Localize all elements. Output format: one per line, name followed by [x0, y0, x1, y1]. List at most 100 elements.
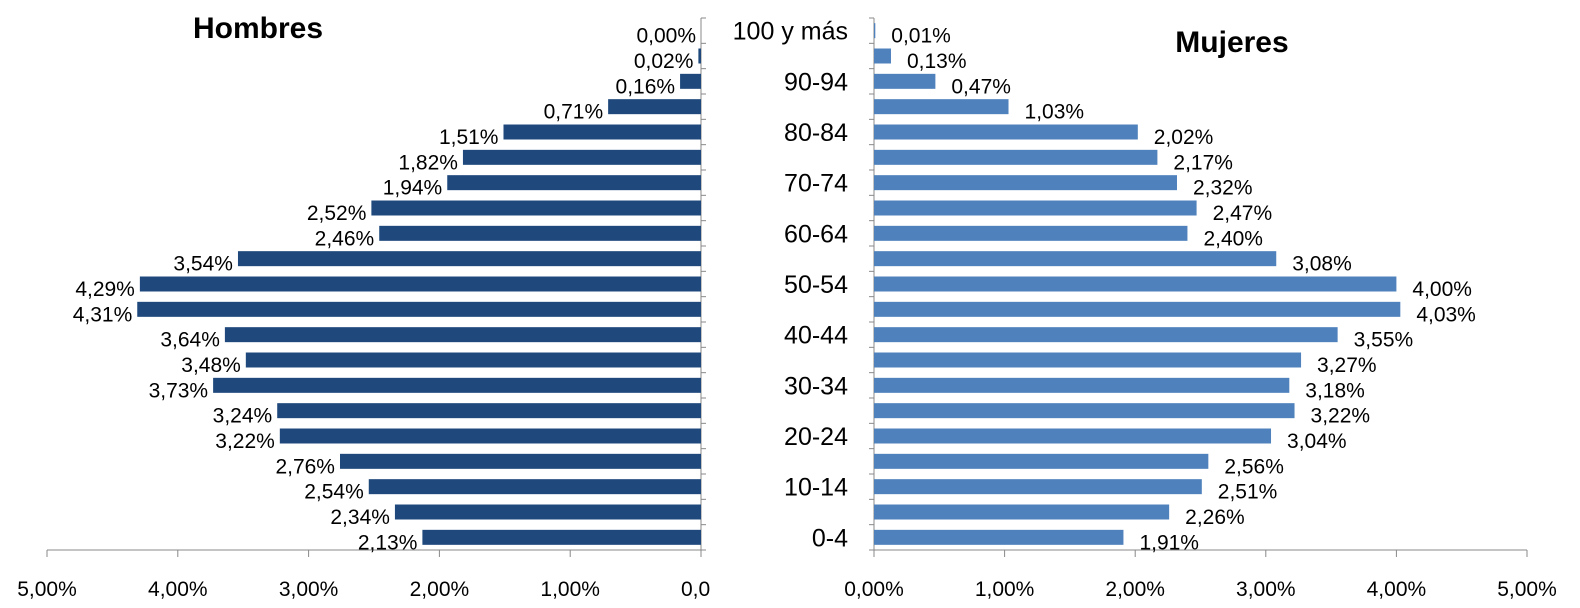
age-group-label: 70-74	[784, 170, 848, 198]
women-value-label: 2,26%	[1185, 506, 1245, 529]
men-panel: 5,00% 4,00% 3,00% 2,00% 1,00% 0,02,13%2,34%2,…	[17, 17, 710, 601]
women-panel: 0,00% 1,00% 2,00% 3,00% 4,00% 5,00% 1,91%2,26%…	[844, 17, 1557, 601]
men-bar	[698, 48, 701, 64]
men-bar	[447, 175, 701, 191]
women-bar	[874, 73, 936, 89]
women-bar	[874, 276, 1397, 292]
age-group-label: 10-14	[784, 474, 848, 502]
women-bar	[874, 529, 1124, 545]
men-bar	[368, 479, 701, 495]
women-axis-tick-label: 5,00%	[1497, 578, 1557, 601]
men-value-label: 1,51%	[439, 126, 499, 149]
men-value-label: 0,71%	[544, 101, 604, 124]
women-value-label: 2,47%	[1213, 202, 1273, 225]
men-bar	[137, 301, 701, 317]
women-value-label: 2,17%	[1173, 151, 1233, 174]
men-axis-tick-label: 0,0	[681, 578, 710, 601]
men-value-label: 0,02%	[634, 50, 694, 73]
men-value-label: 3,22%	[215, 430, 275, 453]
men-value-label: 3,48%	[181, 354, 241, 377]
women-value-label: 1,91%	[1139, 531, 1199, 554]
age-group-label: 30-34	[784, 372, 848, 400]
women-value-label: 0,01%	[891, 25, 951, 48]
men-bar	[224, 327, 701, 343]
men-bar	[371, 200, 701, 216]
age-group-label: 0-4	[812, 524, 848, 552]
men-axis-tick-label: 2,00%	[410, 578, 470, 601]
men-value-label: 1,94%	[383, 177, 443, 200]
men-value-label: 3,73%	[149, 379, 209, 402]
men-value-label: 3,64%	[160, 329, 220, 352]
women-bar	[874, 377, 1290, 393]
women-value-label: 2,02%	[1154, 126, 1214, 149]
women-value-label: 2,51%	[1218, 481, 1278, 504]
men-bar	[394, 504, 701, 520]
women-value-label: 0,47%	[951, 75, 1011, 98]
women-bar	[874, 124, 1138, 140]
men-bar	[339, 453, 701, 469]
men-bar	[245, 352, 702, 368]
men-value-label: 2,52%	[307, 202, 367, 225]
women-bar	[874, 99, 1009, 115]
age-group-labels: 0-4 10-14 20-24 30-34 40-44 50-54 60-64 70-74 80…	[733, 18, 848, 553]
women-value-label: 3,55%	[1354, 329, 1414, 352]
men-bar	[462, 149, 701, 165]
women-bar	[874, 23, 876, 39]
men-value-label: 1,82%	[398, 151, 458, 174]
men-bar	[213, 377, 701, 393]
women-bar	[874, 225, 1188, 241]
age-group-label: 50-54	[784, 271, 848, 299]
women-value-label: 2,40%	[1203, 227, 1263, 250]
men-value-label: 2,76%	[275, 455, 335, 478]
women-value-label: 3,22%	[1311, 405, 1371, 428]
men-value-label: 3,24%	[213, 405, 273, 428]
men-value-label: 2,54%	[304, 481, 364, 504]
women-axis-tick-label: 2,00%	[1105, 578, 1165, 601]
men-bar	[503, 124, 701, 140]
men-value-label: 3,54%	[173, 253, 233, 276]
women-value-label: 3,08%	[1292, 253, 1352, 276]
men-value-label: 0,16%	[616, 75, 676, 98]
men-axis-tick-label: 5,00%	[17, 578, 77, 601]
women-bar	[874, 48, 891, 64]
women-bar	[874, 251, 1277, 267]
men-bar	[680, 73, 701, 89]
men-bar	[422, 529, 701, 545]
men-value-label: 0,00%	[636, 25, 696, 48]
age-group-label: 60-64	[784, 220, 848, 248]
men-axis-tick-label: 3,00%	[279, 578, 339, 601]
women-axis-tick-label: 3,00%	[1236, 578, 1296, 601]
women-bar	[874, 403, 1295, 419]
women-axis-tick-label: 4,00%	[1367, 578, 1427, 601]
women-panel-title: Mujeres	[1175, 26, 1288, 59]
women-value-label: 2,56%	[1224, 455, 1284, 478]
men-bar	[379, 225, 701, 241]
men-bar	[279, 428, 701, 444]
women-value-label: 2,32%	[1193, 177, 1253, 200]
women-bar	[874, 149, 1158, 165]
women-bar	[874, 301, 1401, 317]
women-value-label: 0,13%	[907, 50, 967, 73]
women-bar	[874, 327, 1338, 343]
women-bar	[874, 453, 1209, 469]
men-bar	[237, 251, 701, 267]
men-value-label: 2,46%	[315, 227, 375, 250]
women-bar	[874, 504, 1170, 520]
men-bar	[277, 403, 701, 419]
women-value-label: 3,27%	[1317, 354, 1377, 377]
men-axis-tick-label: 1,00%	[540, 578, 600, 601]
men-value-label: 4,31%	[73, 303, 133, 326]
women-axis-tick-label: 1,00%	[975, 578, 1035, 601]
women-bar	[874, 175, 1177, 191]
age-group-label: 40-44	[784, 322, 848, 350]
women-bar	[874, 200, 1197, 216]
women-value-label: 4,03%	[1416, 303, 1476, 326]
women-value-label: 3,18%	[1305, 379, 1365, 402]
age-group-label: 100 y más	[733, 18, 848, 46]
women-bar	[874, 479, 1202, 495]
men-bar	[139, 276, 702, 292]
men-value-label: 2,13%	[358, 531, 418, 554]
women-bar	[874, 428, 1272, 444]
women-value-label: 4,00%	[1412, 278, 1472, 301]
